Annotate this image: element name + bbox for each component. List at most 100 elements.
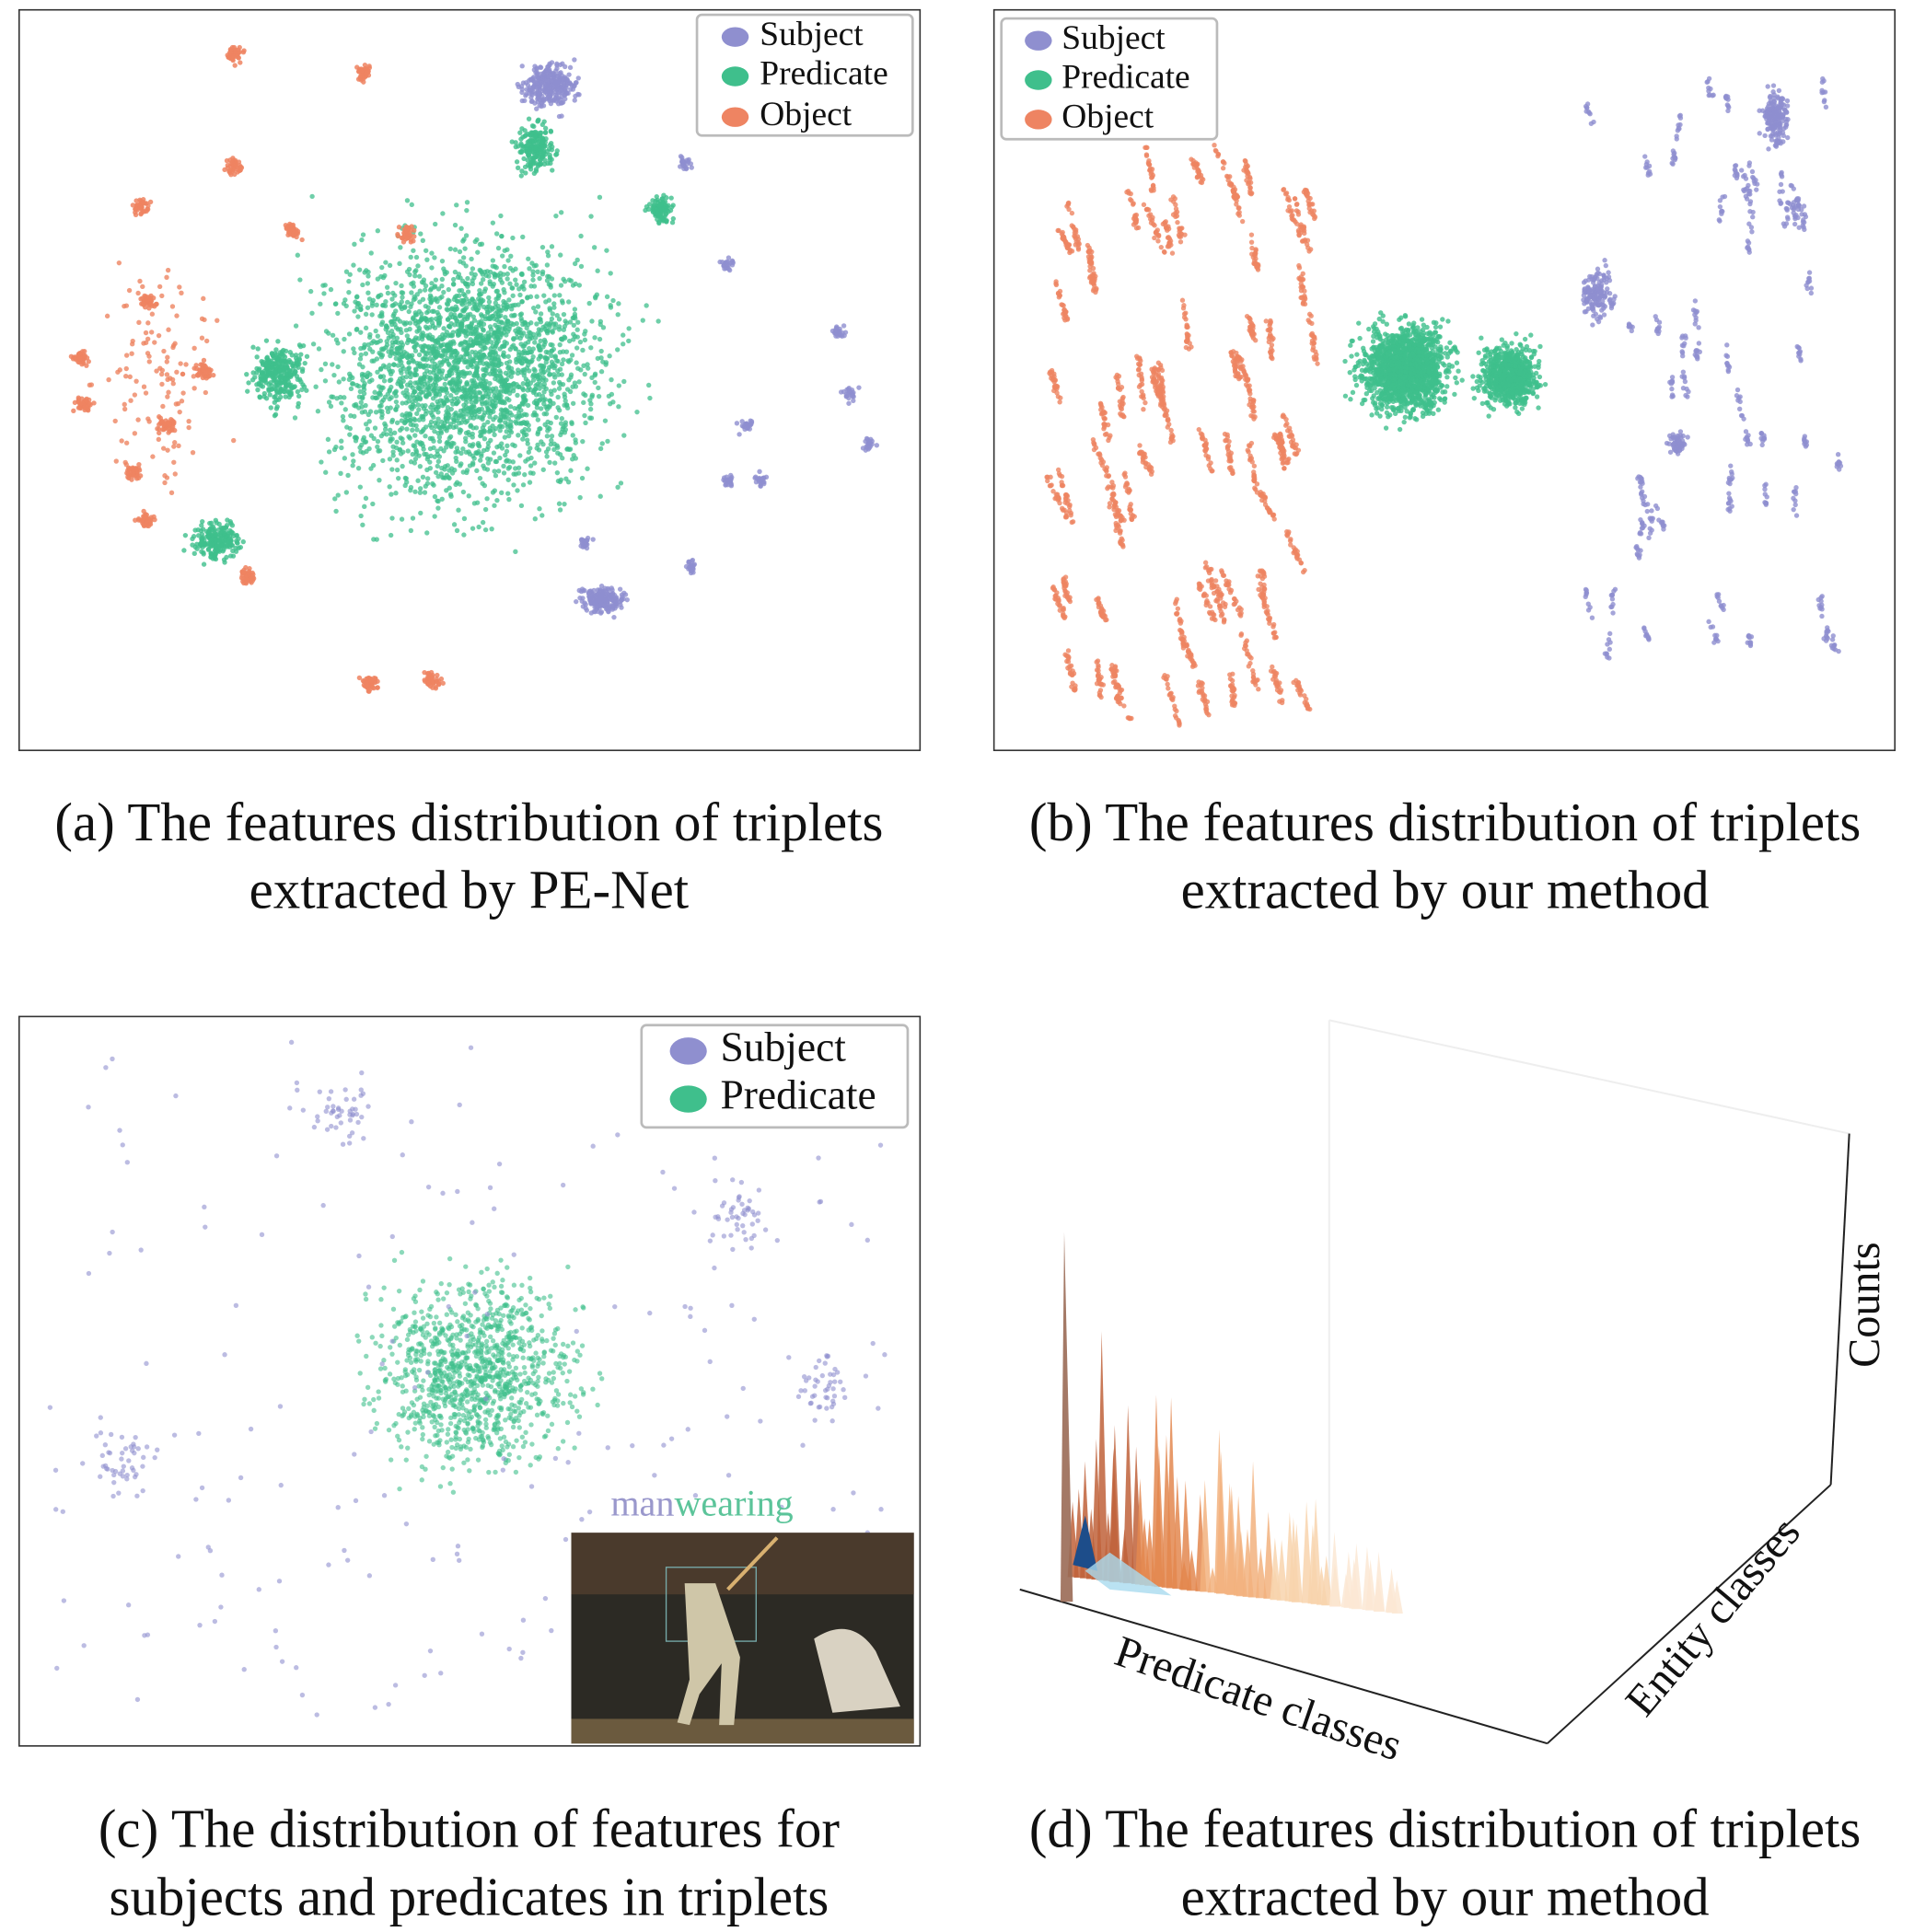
point bbox=[403, 417, 409, 423]
point bbox=[562, 335, 568, 341]
point bbox=[409, 290, 414, 295]
point bbox=[468, 325, 473, 331]
point bbox=[564, 405, 571, 411]
point bbox=[444, 389, 450, 396]
point bbox=[518, 311, 525, 317]
point bbox=[392, 389, 399, 396]
point bbox=[162, 480, 168, 486]
point bbox=[527, 266, 532, 272]
point bbox=[458, 259, 463, 264]
point bbox=[527, 368, 532, 374]
point bbox=[465, 289, 471, 295]
point bbox=[588, 401, 594, 407]
point bbox=[539, 71, 544, 76]
point bbox=[345, 472, 351, 479]
point bbox=[551, 293, 557, 298]
point bbox=[518, 356, 524, 362]
point bbox=[423, 303, 428, 309]
point bbox=[466, 493, 471, 499]
point bbox=[333, 508, 339, 515]
point bbox=[254, 382, 260, 388]
point bbox=[289, 353, 295, 358]
point bbox=[433, 354, 439, 360]
point bbox=[428, 419, 435, 425]
point bbox=[360, 677, 366, 684]
point bbox=[424, 257, 430, 262]
point bbox=[406, 337, 412, 343]
point bbox=[181, 548, 187, 553]
point bbox=[433, 221, 438, 227]
point bbox=[478, 281, 484, 286]
point bbox=[533, 262, 539, 269]
point bbox=[453, 455, 458, 461]
point bbox=[539, 137, 545, 144]
point bbox=[448, 393, 454, 399]
point bbox=[526, 140, 532, 145]
point bbox=[534, 85, 539, 90]
point bbox=[498, 330, 504, 336]
point bbox=[369, 300, 376, 306]
point bbox=[724, 481, 729, 488]
point bbox=[260, 362, 266, 367]
point bbox=[515, 392, 520, 399]
point bbox=[497, 273, 503, 280]
point bbox=[332, 496, 338, 502]
point bbox=[482, 526, 489, 533]
point bbox=[365, 66, 370, 73]
point bbox=[445, 463, 450, 469]
point bbox=[607, 604, 612, 609]
point bbox=[507, 323, 513, 330]
point bbox=[322, 378, 329, 384]
point bbox=[604, 294, 610, 300]
point bbox=[412, 489, 418, 494]
point bbox=[496, 307, 502, 312]
point bbox=[319, 366, 324, 373]
point bbox=[362, 341, 367, 348]
point bbox=[501, 463, 506, 469]
point bbox=[359, 237, 365, 243]
point bbox=[243, 581, 249, 586]
point bbox=[137, 473, 144, 479]
point bbox=[389, 515, 395, 521]
point bbox=[364, 683, 370, 689]
point bbox=[148, 293, 154, 299]
point bbox=[241, 48, 247, 53]
point bbox=[457, 293, 462, 298]
point bbox=[266, 359, 272, 364]
point bbox=[164, 274, 169, 281]
point bbox=[655, 211, 661, 216]
point bbox=[441, 289, 447, 295]
point bbox=[436, 376, 442, 382]
point bbox=[458, 369, 465, 376]
point bbox=[412, 416, 417, 422]
point bbox=[592, 335, 597, 341]
point bbox=[205, 534, 212, 539]
point bbox=[427, 459, 433, 465]
point bbox=[457, 249, 463, 255]
point bbox=[448, 311, 454, 318]
point bbox=[87, 400, 92, 407]
point bbox=[611, 614, 617, 620]
point bbox=[462, 307, 468, 312]
point bbox=[289, 223, 295, 228]
point bbox=[510, 293, 516, 298]
point bbox=[460, 469, 466, 475]
point bbox=[395, 350, 400, 356]
point bbox=[358, 307, 364, 313]
point bbox=[255, 387, 261, 393]
point bbox=[604, 248, 609, 253]
point bbox=[447, 363, 452, 368]
point bbox=[451, 522, 458, 527]
point bbox=[342, 336, 347, 342]
point bbox=[199, 523, 204, 528]
point bbox=[541, 293, 547, 298]
point bbox=[417, 490, 423, 495]
point bbox=[374, 302, 379, 307]
point bbox=[190, 450, 196, 456]
point bbox=[452, 222, 458, 228]
point bbox=[482, 354, 488, 360]
point bbox=[335, 310, 341, 317]
point bbox=[434, 676, 439, 682]
point bbox=[532, 460, 538, 466]
point bbox=[399, 516, 405, 522]
